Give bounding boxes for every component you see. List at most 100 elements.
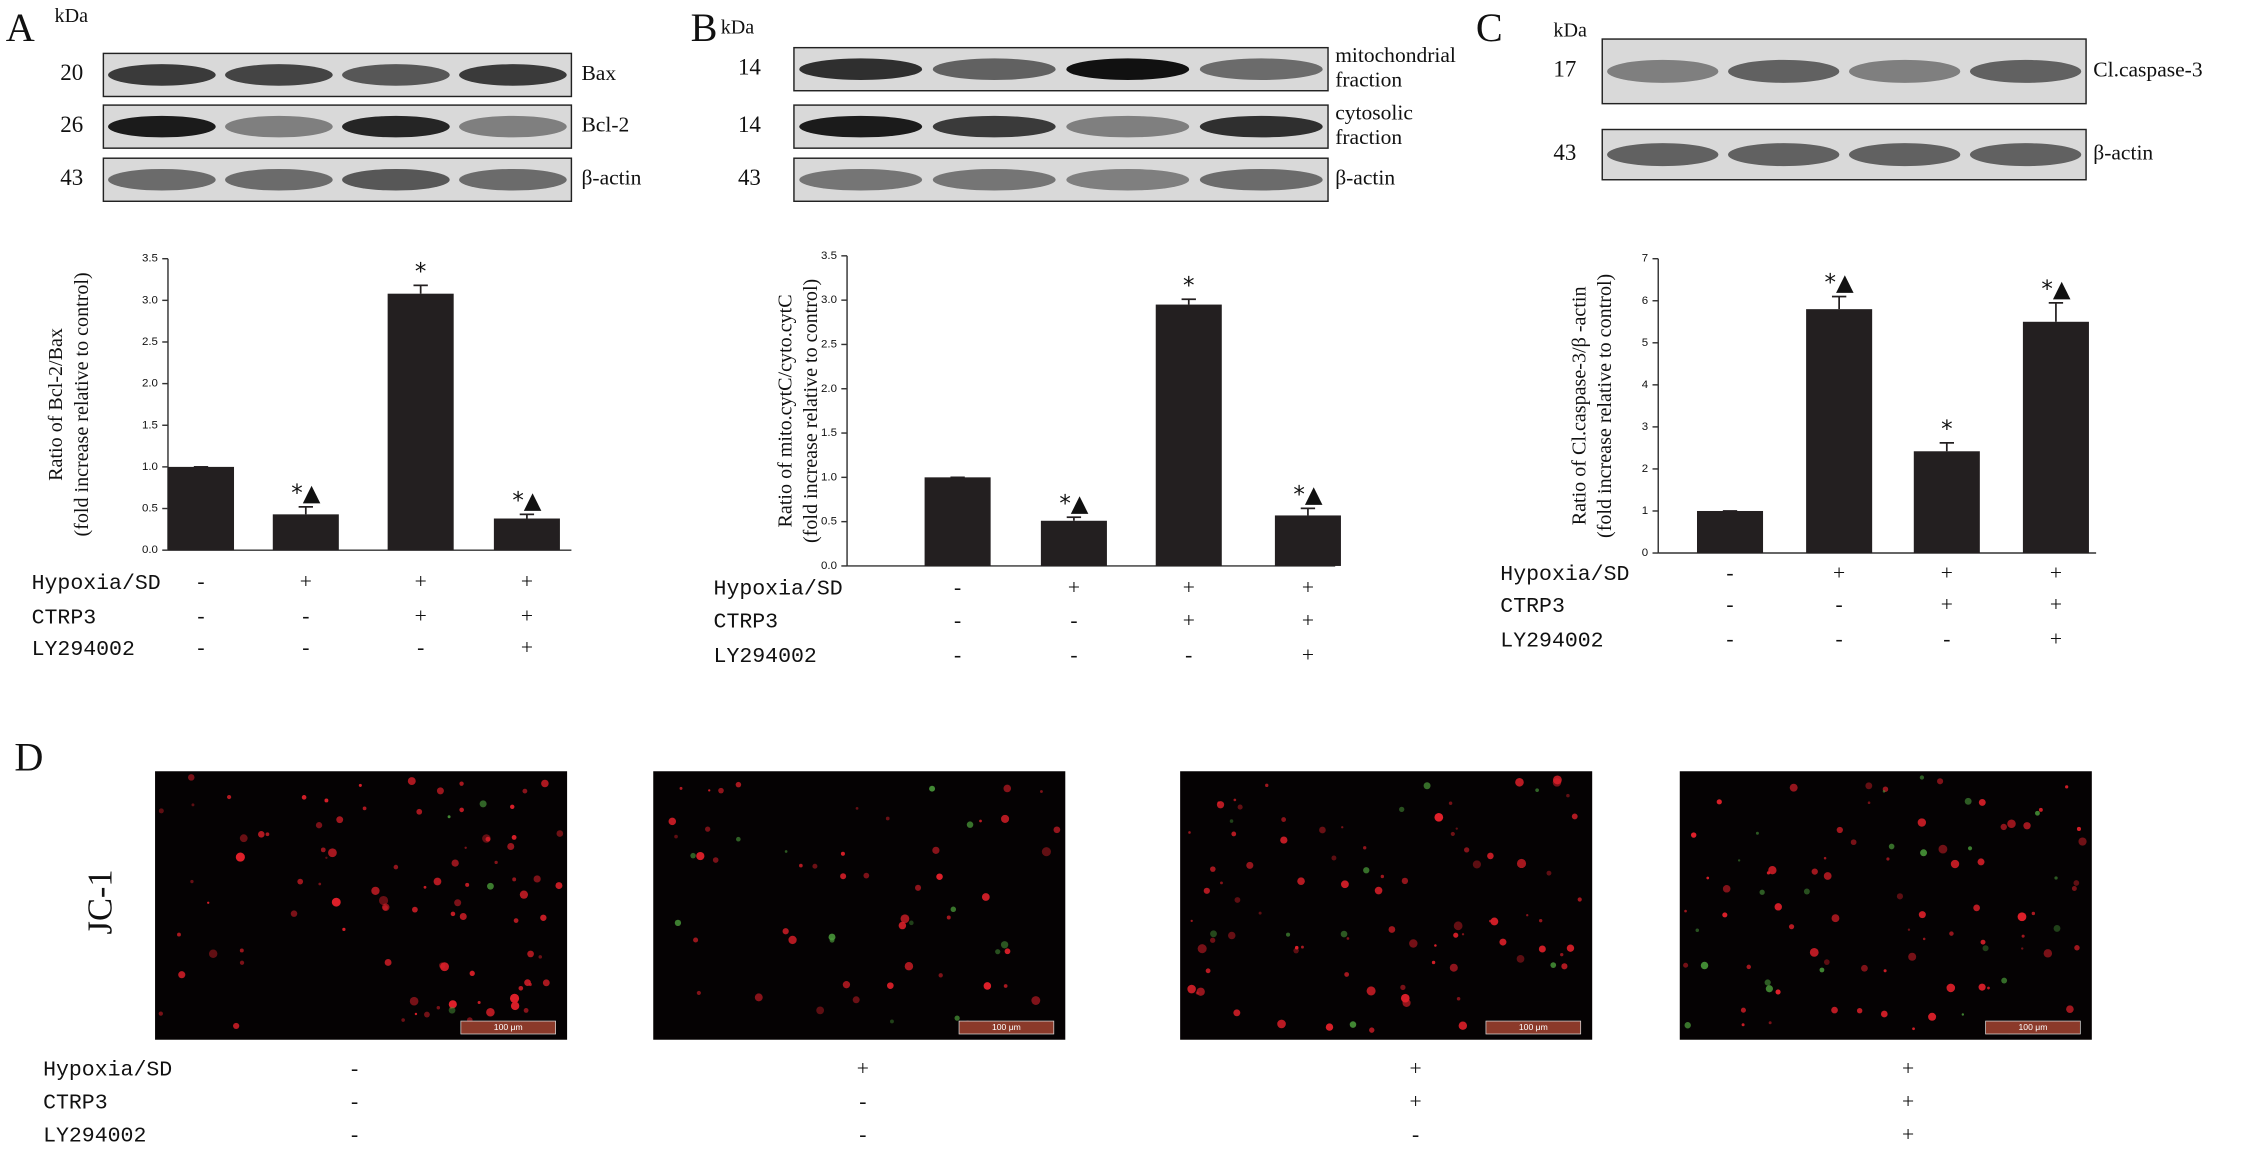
red-cell (158, 1011, 163, 1016)
red-cell (1950, 859, 1960, 869)
treatment-mark: - (417, 635, 424, 659)
significance-label: *▲ (1293, 482, 1322, 508)
red-cell (2023, 822, 2031, 830)
y-tick-label: 7 (1642, 253, 1648, 265)
red-cell (1217, 801, 1220, 804)
significance-label: *▲ (291, 480, 320, 506)
green-cell (1535, 788, 1539, 793)
red-cell (2017, 912, 2027, 922)
blot-band (1066, 168, 1190, 191)
blot-band (1969, 143, 2082, 167)
red-cell (1472, 860, 1481, 869)
red-cell (331, 897, 341, 907)
red-cell (512, 877, 517, 882)
y-tick-label: 1.0 (142, 461, 158, 473)
blot-band (799, 58, 923, 80)
red-cell (433, 877, 442, 886)
y-tick-label: 2.5 (142, 336, 158, 348)
red-cell (2007, 819, 2016, 829)
treatment-mark: + (1302, 642, 1314, 666)
red-cell (1434, 944, 1437, 947)
red-cell (1431, 960, 1436, 965)
red-cell (1740, 1007, 1746, 1013)
red-cell (401, 1018, 405, 1022)
treatment-mark: - (954, 642, 961, 666)
red-cell (518, 985, 524, 991)
red-cell (863, 872, 870, 879)
treatment-mark: - (302, 604, 309, 628)
bar (1913, 451, 1980, 554)
red-cell (538, 955, 543, 959)
red-cell (358, 783, 362, 787)
y-tick-label: 1.5 (821, 427, 837, 439)
red-cell (1205, 968, 1211, 974)
green-cell (674, 919, 682, 927)
red-cell (436, 787, 444, 795)
significance-label: *▲ (1059, 491, 1088, 517)
red-cell (1003, 984, 1008, 988)
green-cell (1803, 888, 1810, 895)
red-cell (885, 816, 890, 821)
y-tick-label: 0.0 (142, 544, 158, 556)
red-cell (362, 806, 367, 811)
red-cell (450, 911, 456, 917)
red-cell (1880, 1010, 1888, 1018)
treatment-mark: + (1302, 608, 1314, 632)
green-cell (1920, 849, 1928, 857)
red-cell (2038, 807, 2043, 812)
red-cell (840, 851, 845, 856)
red-cell (1937, 778, 1944, 785)
molecular-weight: 14 (738, 54, 761, 79)
molecular-weight: 43 (738, 165, 761, 190)
green-cell (1982, 945, 1989, 952)
green-cell (1363, 867, 1370, 874)
treatment-name: LY294002 (43, 1125, 146, 1149)
red-cell (423, 885, 427, 889)
green-cell (690, 852, 696, 859)
panel-label: B (691, 5, 718, 50)
red-cell (540, 914, 547, 921)
red-cell (708, 789, 711, 792)
green-cell (1764, 979, 1771, 986)
red-cell (342, 927, 346, 931)
red-cell (416, 808, 423, 815)
treatment-mark: + (1941, 561, 1953, 585)
green-cell (1684, 1022, 1691, 1029)
kda-label: kDa (721, 17, 755, 39)
green-cell (1399, 806, 1405, 813)
blot-label: Cl.caspase-3 (2093, 57, 2202, 81)
scale-bar-label: 100 μm (2019, 1022, 2048, 1032)
blot-band (1728, 143, 1840, 167)
green-cell (448, 1006, 456, 1014)
red-cell (1516, 858, 1527, 869)
green-cell (1919, 775, 1925, 780)
treatment-mark: - (197, 635, 204, 659)
red-cell (1231, 831, 1237, 837)
red-cell (1987, 986, 1990, 990)
red-cell (1449, 963, 1458, 972)
blot-band (108, 168, 216, 191)
treatment-mark: - (1836, 592, 1843, 616)
red-cell (265, 832, 270, 837)
red-cell (674, 834, 678, 839)
blot-label: β-actin (1335, 166, 1395, 190)
treatment-mark: - (1836, 627, 1843, 651)
treatment-mark: + (857, 1056, 869, 1080)
red-cell (378, 895, 389, 906)
green-cell (1755, 831, 1759, 835)
green-cell (487, 882, 494, 890)
red-cell (438, 962, 446, 969)
treatment-mark: + (521, 604, 533, 628)
red-cell (754, 993, 763, 1002)
treatment-mark: - (954, 575, 961, 599)
red-cell (1448, 801, 1453, 805)
blot-label: mitochondrial (1335, 43, 1456, 67)
green-cell (950, 906, 957, 913)
red-cell (1294, 945, 1299, 950)
treatment-name: CTRP3 (32, 606, 97, 630)
green-cell (1964, 797, 1972, 805)
red-cell (1458, 1021, 1468, 1030)
treatment-name: Hypoxia/SD (1500, 563, 1629, 587)
blot-band (225, 64, 333, 86)
red-cell (482, 834, 491, 843)
